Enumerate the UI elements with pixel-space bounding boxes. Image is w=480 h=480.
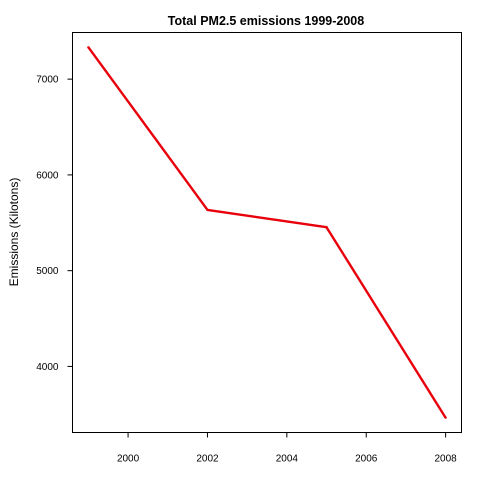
x-tick-label: 2002: [196, 454, 219, 465]
chart-title: Total PM2.5 emissions 1999-2008: [168, 14, 364, 28]
y-axis-label: Emissions (Kilotons): [7, 178, 21, 287]
y-tick-label: 5000: [36, 266, 59, 277]
y-tick-label: 6000: [36, 170, 59, 181]
data-point: [444, 416, 446, 418]
data-point: [325, 226, 327, 228]
x-tick-label: 2000: [117, 454, 140, 465]
y-tick-label: 4000: [36, 362, 59, 373]
y-axis: 4000 5000 6000 7000: [36, 75, 72, 373]
series-line: [88, 47, 445, 417]
x-tick-label: 2004: [276, 454, 299, 465]
x-tick-label: 2006: [355, 454, 378, 465]
data-point: [87, 46, 89, 48]
plot-frame: [73, 33, 462, 433]
series-layer: [87, 46, 447, 419]
x-axis: 2000 2002 2004 2006 2008: [117, 433, 457, 465]
x-tick-label: 2008: [434, 454, 457, 465]
data-point: [206, 209, 208, 211]
y-tick-label: 7000: [36, 75, 59, 86]
